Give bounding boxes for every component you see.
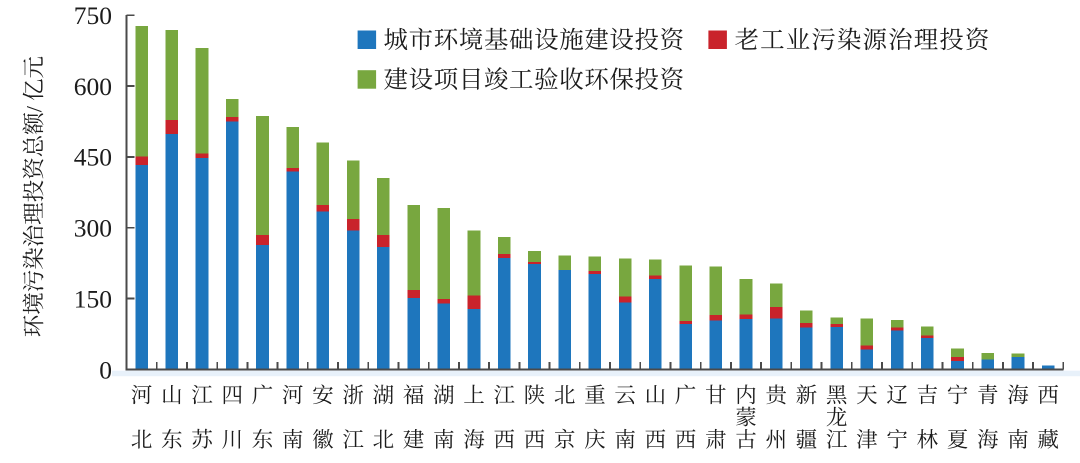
svg-text:600: 600 [74,72,112,101]
svg-text:300: 300 [74,214,112,243]
svg-text:750: 750 [74,1,112,30]
svg-text:150: 150 [74,284,112,313]
svg-text:450: 450 [74,143,112,172]
svg-text:0: 0 [99,355,112,384]
svg-text:/: / [22,105,47,112]
